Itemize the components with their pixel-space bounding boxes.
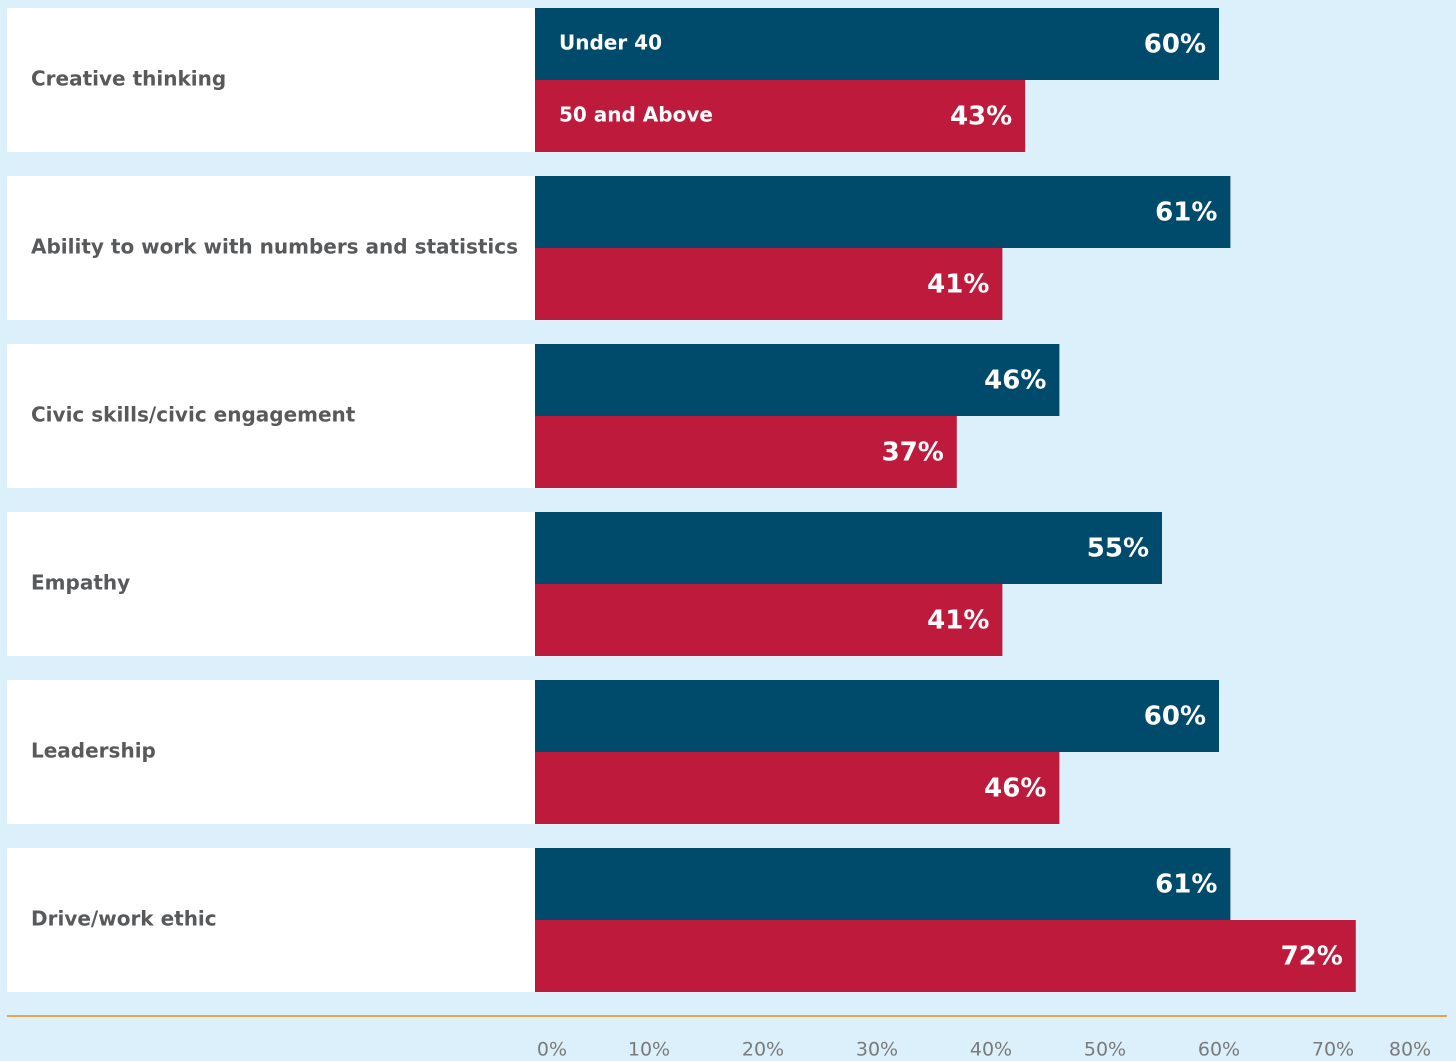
category-label: Ability to work with numbers and statist… [31, 235, 518, 259]
bar [535, 248, 1003, 320]
value-label: 60% [1144, 702, 1206, 732]
category-label: Leadership [31, 739, 156, 763]
x-tick-label: 0% [537, 1039, 567, 1061]
bar [535, 752, 1060, 824]
x-tick-label: 30% [856, 1039, 898, 1061]
label-panel [7, 848, 535, 992]
value-label: 41% [927, 606, 989, 636]
bar [535, 416, 957, 488]
value-label: 60% [1144, 30, 1206, 60]
value-label: 72% [1281, 942, 1343, 972]
label-panel [7, 8, 535, 152]
label-panel [7, 176, 535, 320]
value-label: 37% [882, 438, 944, 468]
label-panel [7, 680, 535, 824]
bar [535, 512, 1162, 584]
legend-entry: 50 and Above [559, 103, 713, 127]
x-tick-label: 80% [1389, 1039, 1431, 1061]
value-label: 61% [1155, 870, 1217, 900]
x-tick-label: 50% [1084, 1039, 1126, 1061]
bar [535, 8, 1219, 80]
bar [535, 344, 1060, 416]
label-panel [7, 344, 535, 488]
category-label: Drive/work ethic [31, 907, 217, 931]
x-tick-label: 20% [742, 1039, 784, 1061]
value-label: 46% [984, 366, 1046, 396]
value-label: 41% [927, 270, 989, 300]
category-label: Civic skills/civic engagement [31, 403, 356, 427]
value-label: 46% [984, 774, 1046, 804]
category-label: Empathy [31, 571, 130, 595]
x-tick-label: 60% [1198, 1039, 1240, 1061]
value-label: 61% [1155, 198, 1217, 228]
x-tick-label: 40% [970, 1039, 1012, 1061]
bar [535, 80, 1026, 152]
x-tick-label: 70% [1312, 1039, 1354, 1061]
legend-entry: Under 40 [559, 31, 662, 55]
bar [535, 680, 1219, 752]
bar [535, 848, 1231, 920]
label-panel [7, 512, 535, 656]
bar [535, 176, 1231, 248]
value-label: 43% [950, 102, 1012, 132]
bar [535, 584, 1003, 656]
category-label: Creative thinking [31, 67, 226, 91]
bar [535, 920, 1356, 992]
x-tick-label: 10% [628, 1039, 670, 1061]
value-label: 55% [1087, 534, 1149, 564]
